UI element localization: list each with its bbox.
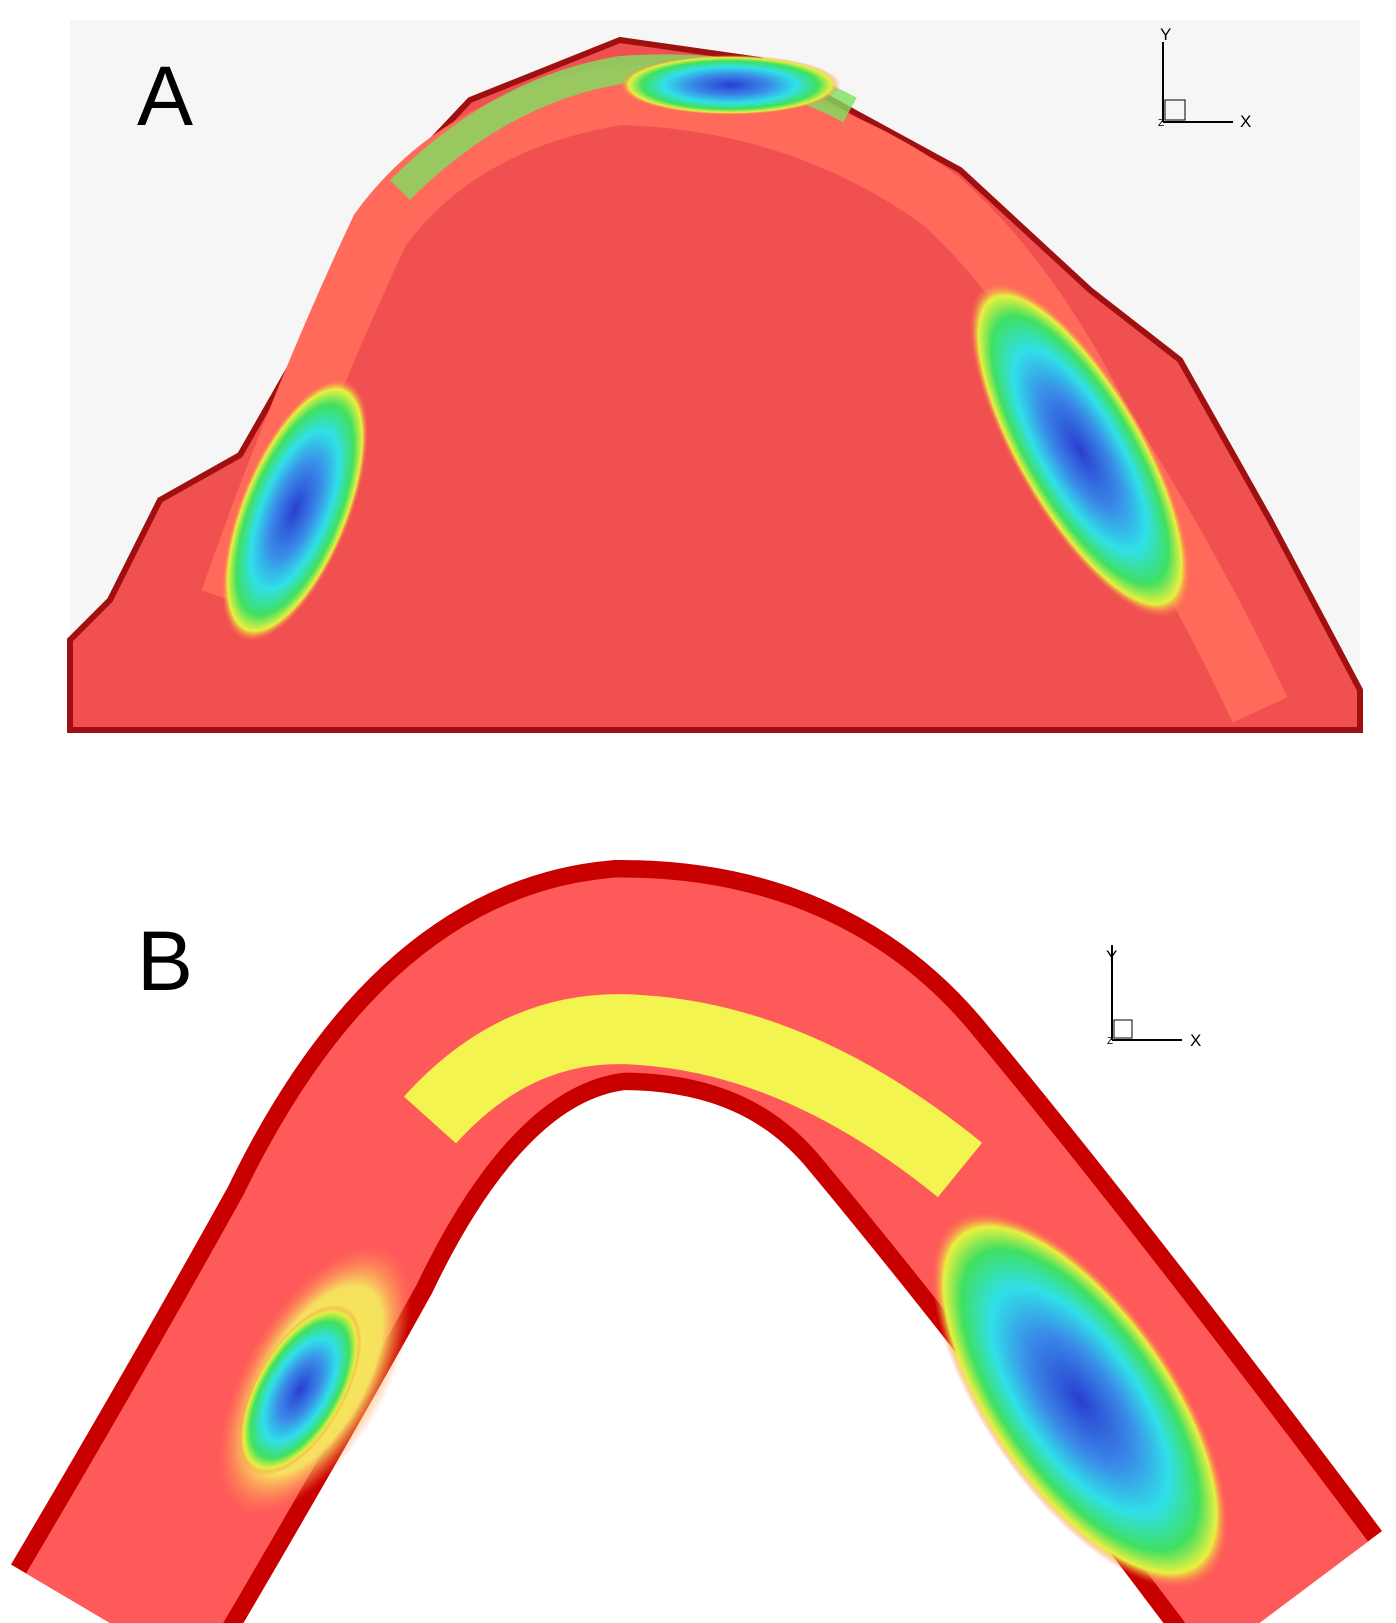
axis-label: Y: [1106, 947, 1117, 966]
panel-b: B Y X Z: [110, 914, 1290, 1623]
figure: A Y X Z B Y X Z: [0, 0, 1396, 1623]
axis-label: Z: [1107, 1036, 1113, 1047]
axis-box: [1114, 1020, 1132, 1038]
axis-label: X: [1240, 112, 1251, 131]
panel-a: A Y X Z: [70, 20, 1360, 730]
scour-top: [620, 55, 840, 115]
page: A Y X Z B Y X Z (() => { const data = JS…: [0, 0, 1396, 1623]
axis-label: X: [1190, 1031, 1201, 1050]
panel-label: B: [137, 914, 193, 1008]
axis-label: Y: [1160, 25, 1171, 44]
axis-label: Z: [1158, 118, 1164, 129]
panel-label: A: [137, 49, 193, 143]
